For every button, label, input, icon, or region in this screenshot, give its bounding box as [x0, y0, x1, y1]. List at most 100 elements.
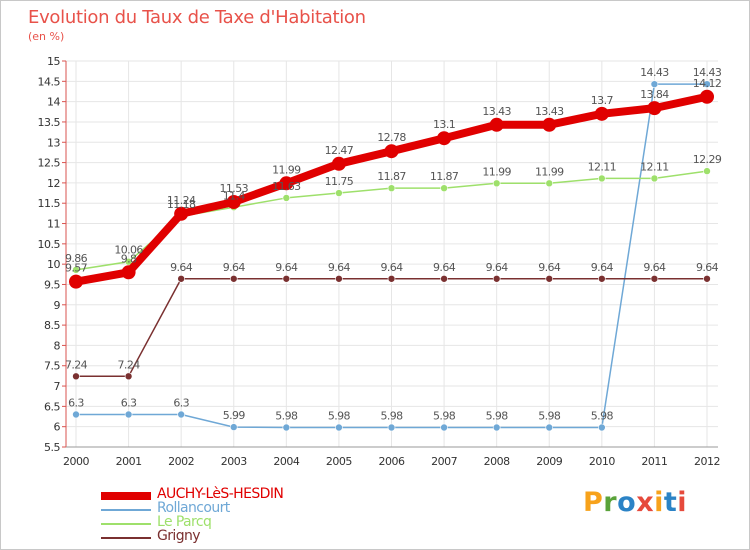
data-point	[598, 174, 606, 183]
data-point	[124, 372, 133, 381]
y-tick-label: 11.5	[38, 197, 61, 210]
data-label: 13.7	[591, 94, 614, 107]
x-tick-label: 2000	[63, 455, 89, 468]
data-point	[282, 423, 291, 432]
y-tick-label: 12.5	[38, 157, 61, 170]
data-label: 11.87	[377, 170, 406, 183]
x-tick-label: 2011	[641, 455, 667, 468]
data-label: 6.3	[121, 396, 137, 409]
data-point	[437, 131, 452, 146]
data-point	[650, 80, 659, 88]
data-label: 5.99	[223, 409, 246, 422]
data-point	[69, 274, 83, 289]
data-point	[282, 274, 291, 283]
data-label: 9.64	[223, 261, 246, 274]
legend-swatch	[101, 523, 151, 525]
y-tick-label: 12	[47, 177, 60, 190]
legend-label: Le Parcq	[157, 514, 212, 530]
data-label: 7.24	[118, 358, 141, 371]
y-tick-label: 6.5	[44, 400, 60, 413]
data-label: 11.99	[272, 163, 301, 176]
data-label: 9.64	[433, 261, 456, 274]
x-tick-label: 2001	[116, 455, 142, 468]
data-label: 13.84	[640, 88, 669, 101]
data-label: 13.1	[433, 118, 455, 131]
data-label: 9.86	[65, 252, 88, 265]
data-point	[703, 274, 711, 283]
data-point	[331, 156, 346, 171]
data-label: 11.99	[535, 165, 564, 178]
data-point	[598, 423, 606, 432]
y-tick-label: 10.5	[38, 238, 61, 251]
data-point	[545, 179, 554, 188]
data-label: 12.11	[588, 160, 617, 173]
data-label: 11.24	[167, 194, 196, 207]
logo-letter: P	[583, 487, 604, 518]
data-label: 7.24	[65, 358, 88, 371]
y-tick-label: 7.5	[44, 360, 60, 373]
data-label: 5.98	[328, 409, 351, 422]
data-point	[440, 274, 448, 283]
data-point	[384, 144, 399, 159]
data-point	[72, 266, 80, 274]
data-point	[387, 423, 396, 432]
data-label: 9.64	[538, 261, 561, 274]
y-tick-label: 14.5	[38, 75, 61, 88]
logo-letter: t	[663, 487, 678, 518]
data-point	[174, 206, 189, 221]
x-tick-label: 2009	[536, 455, 562, 468]
x-tick-label: 2007	[431, 455, 457, 468]
data-point	[335, 274, 343, 283]
data-point	[121, 265, 136, 280]
data-label: 9.64	[696, 261, 719, 274]
data-label: 9.64	[328, 261, 351, 274]
data-point	[598, 274, 606, 283]
data-label: 11.87	[430, 170, 459, 183]
y-tick-label: 13.5	[38, 116, 61, 129]
data-point	[545, 274, 554, 283]
data-label: 5.98	[380, 409, 403, 422]
data-point	[72, 410, 80, 419]
logo-letter: i	[654, 487, 664, 518]
y-tick-label: 6	[54, 421, 61, 434]
data-point	[177, 274, 185, 283]
chart-title: Evolution du Taux de Taxe d'Habitation	[28, 7, 366, 28]
x-tick-label: 2005	[326, 455, 352, 468]
data-point	[700, 89, 714, 104]
data-label: 11.53	[220, 182, 249, 195]
data-point	[492, 423, 501, 432]
data-point	[650, 174, 659, 183]
data-label: 5.98	[538, 409, 561, 422]
logo-letter: r	[603, 487, 618, 518]
data-point	[492, 179, 501, 188]
data-point	[387, 184, 396, 192]
data-point	[594, 106, 609, 121]
data-point	[650, 274, 659, 283]
data-label: 11.63	[272, 180, 301, 193]
data-point	[335, 189, 343, 197]
x-tick-label: 2012	[694, 455, 720, 468]
y-tick-label: 11	[47, 218, 60, 231]
logo-letter: o	[617, 487, 637, 518]
data-point	[229, 423, 238, 431]
data-point	[489, 117, 504, 132]
data-label: 5.98	[486, 409, 509, 422]
x-tick-label: 2006	[379, 455, 405, 468]
x-tick-label: 2003	[221, 455, 247, 468]
x-tick-label: 2010	[589, 455, 615, 468]
data-label: 9.64	[275, 261, 298, 274]
data-point	[703, 80, 711, 88]
data-label: 11.4	[223, 189, 246, 202]
data-point	[492, 274, 501, 283]
data-label: 12.29	[693, 153, 722, 166]
data-label: 9.64	[486, 261, 509, 274]
data-label: 6.3	[68, 396, 84, 409]
legend-swatch	[101, 537, 151, 539]
data-label: 14.43	[640, 66, 669, 79]
legend-swatch	[101, 509, 151, 511]
data-label: 5.98	[591, 409, 614, 422]
data-point	[279, 176, 294, 191]
data-label: 5.98	[433, 409, 456, 422]
y-tick-label: 8.5	[44, 319, 60, 332]
data-label: 12.78	[377, 131, 406, 144]
